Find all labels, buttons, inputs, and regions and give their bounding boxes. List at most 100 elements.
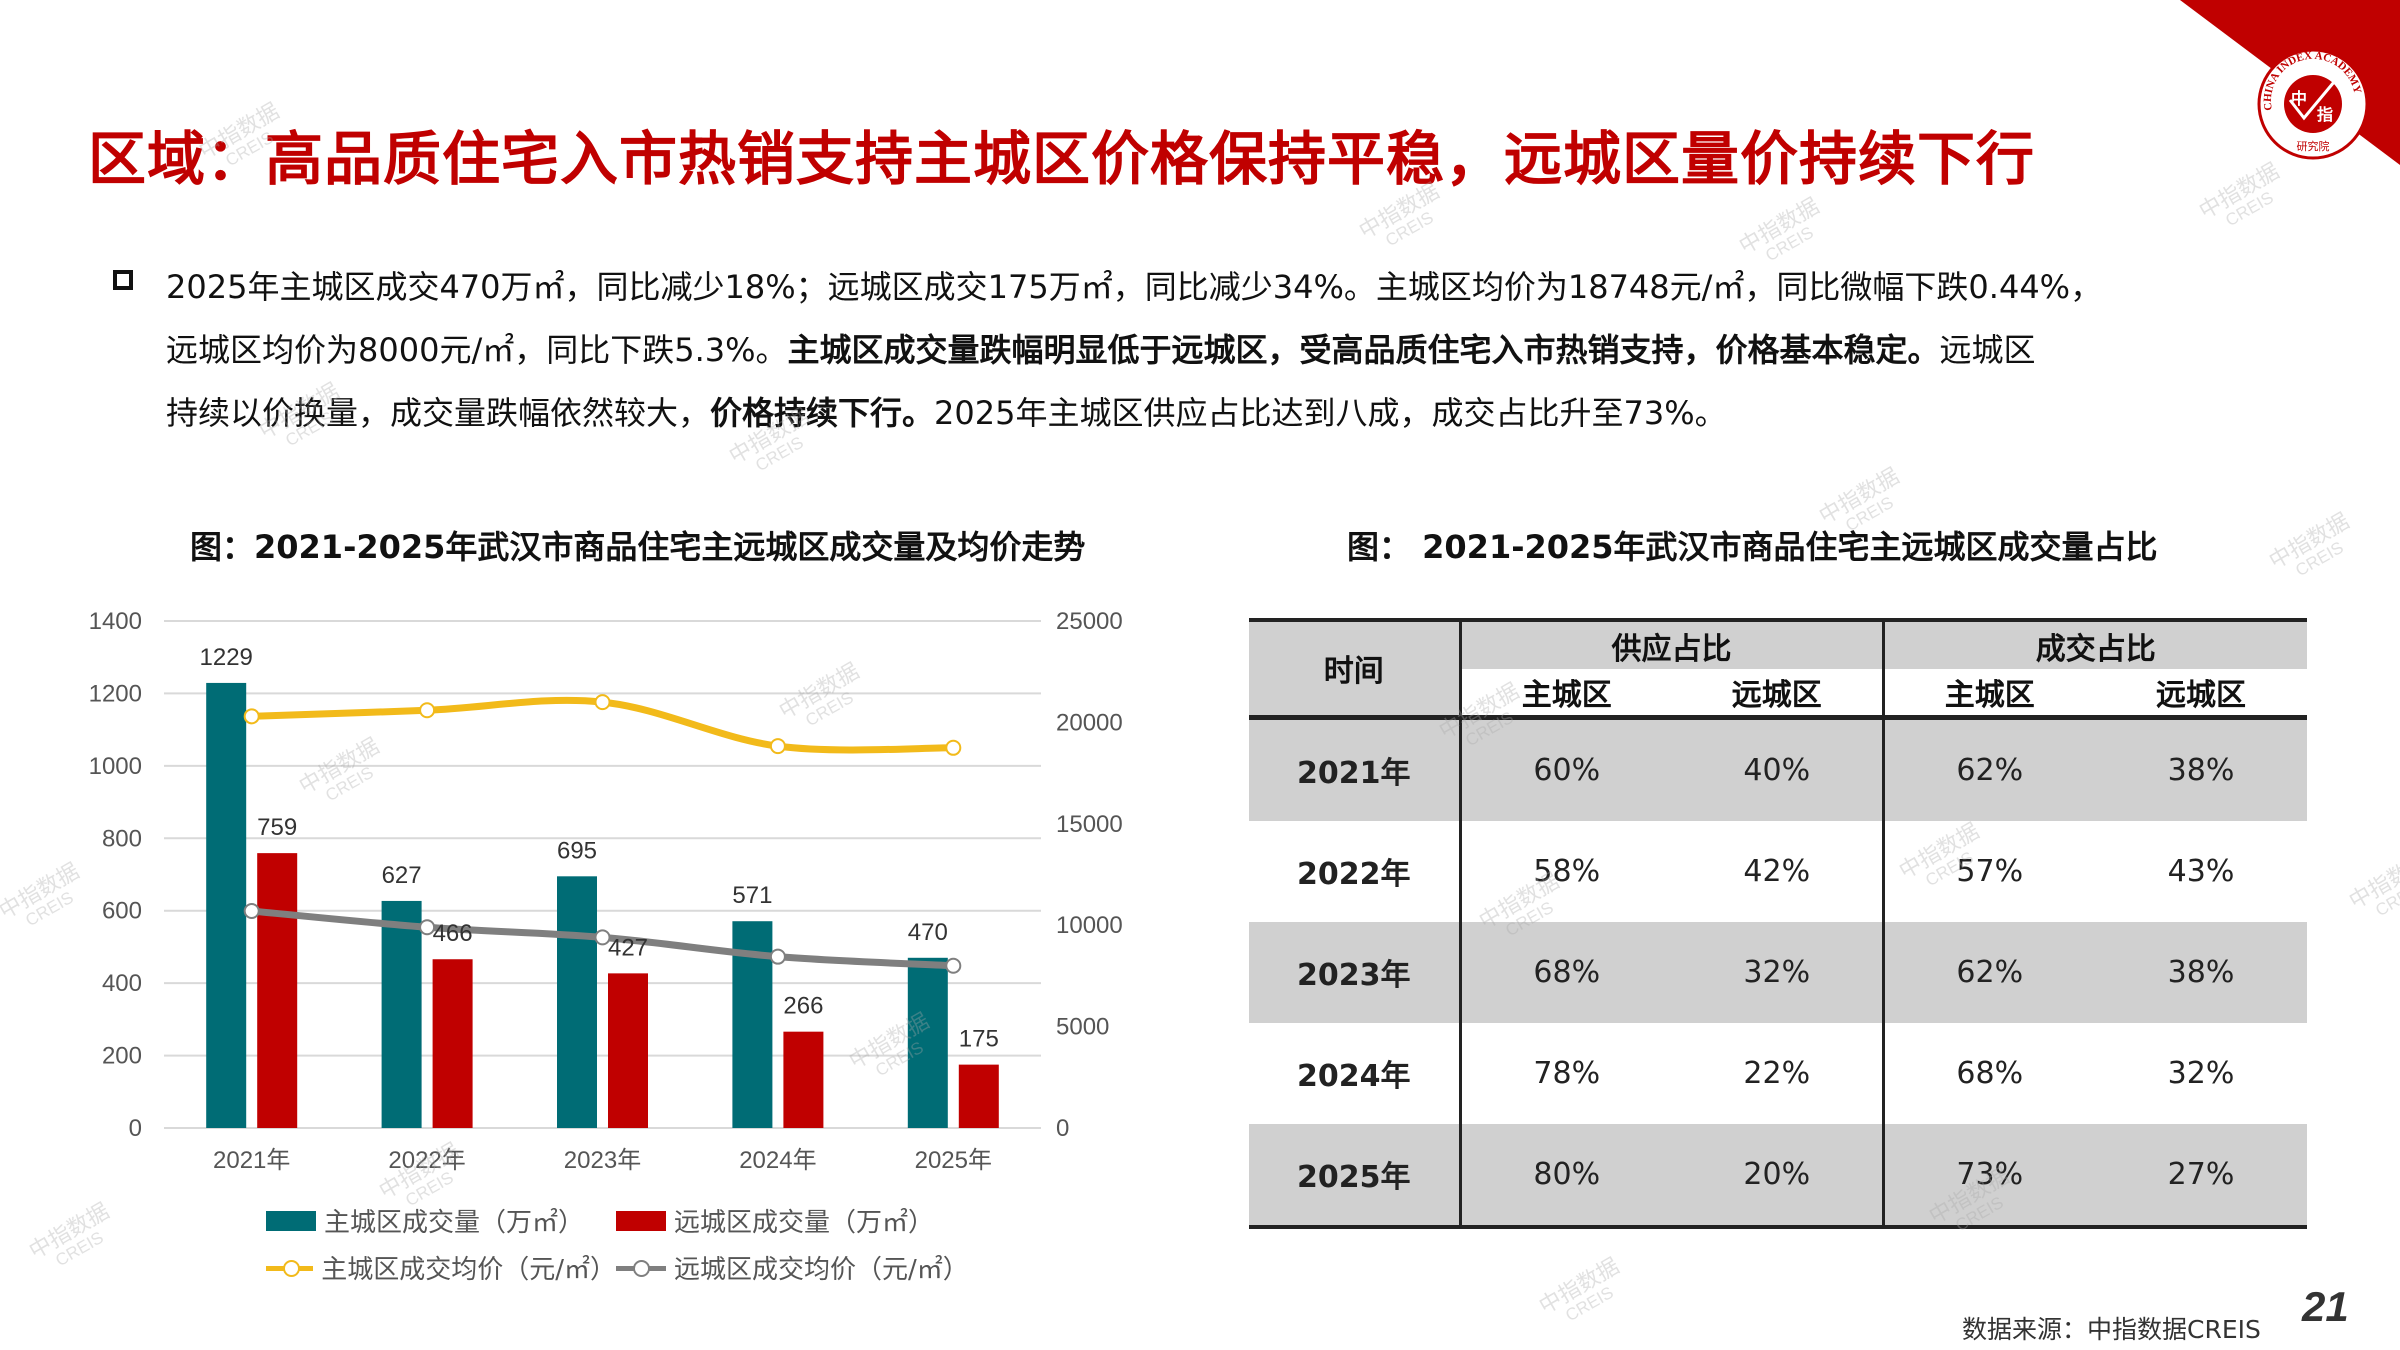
watermark-text: 中指数据 <box>2345 848 2400 915</box>
chart-title-volume-price: 图：2021-2025年武汉市商品住宅主远城区成交量及均价走势 <box>190 528 1086 566</box>
legend-item-main-price: 主城区成交均价（元/㎡） <box>266 1249 616 1286</box>
share-cell: 60% <box>1460 717 1672 821</box>
marker-main-price <box>243 708 260 725</box>
right-axis-tick-label: 10000 <box>1056 912 1123 939</box>
bar-remote-volume <box>257 853 298 1128</box>
data-label-main-volume: 470 <box>908 919 948 946</box>
page-title: 区域：高品质住宅入市热销支持主城区价格保持平稳，远城区量价持续下行 <box>88 125 2036 193</box>
watermark: 中指数据 CREIS <box>2265 508 2362 589</box>
right-axis-tick-label: 0 <box>1056 1115 1069 1142</box>
share-cell: 58% <box>1533 853 1601 889</box>
right-axis-tick-label: 20000 <box>1056 709 1123 736</box>
watermark-sub: CREIS <box>2372 877 2400 921</box>
right-axis-tick-label: 15000 <box>1056 811 1123 838</box>
bar-main-volume <box>381 900 422 1128</box>
bar-remote-volume <box>958 1064 999 1128</box>
bar-main-volume <box>206 682 247 1128</box>
subheader-remote: 远城区 <box>1672 669 1885 720</box>
x-axis-tick-label: 2022年 <box>388 1147 465 1174</box>
share-cell: 40% <box>1672 717 1885 821</box>
data-label-remote-volume: 427 <box>608 934 648 961</box>
watermark-text: 中指数据 <box>2195 158 2284 225</box>
x-axis-tick-label: 2023年 <box>564 1147 641 1174</box>
marker-remote-price <box>769 948 786 965</box>
share-cell: 73% <box>1883 1123 2095 1229</box>
legend-item-remote-volume: 远城区成交量（万㎡） <box>616 1202 934 1239</box>
watermark-text: 中指数据 <box>25 1198 114 1265</box>
left-axis-tick-label: 800 <box>102 825 142 852</box>
left-axis-tick-label: 1000 <box>89 753 142 780</box>
share-cell: 43% <box>2167 853 2235 889</box>
share-cell: 62% <box>1883 921 2095 1023</box>
chart-title-share: 图： 2021-2025年武汉市商品住宅主远城区成交量占比 <box>1347 528 2158 566</box>
watermark: 中指数据 CREIS <box>1535 1253 1632 1334</box>
bar-main-volume <box>907 957 948 1128</box>
data-label-main-volume: 1229 <box>200 644 253 671</box>
chart-legend: 主城区成交量（万㎡） 远城区成交量（万㎡） 主城区成交均价（元/㎡） 远城区成交… <box>266 1202 969 1286</box>
legend-swatch-red <box>616 1210 666 1231</box>
watermark-text: 中指数据 <box>2265 508 2354 575</box>
legend-label: 远城区成交均价（元/㎡） <box>674 1255 969 1285</box>
table-row: 2024年 78% 22% 68% 32% <box>1249 1022 2307 1124</box>
table-row: 2022年 58% 42% 57% 43% <box>1249 820 2307 922</box>
legend-item-remote-price: 远城区成交均价（元/㎡） <box>616 1249 969 1286</box>
marker-remote-price <box>594 929 611 946</box>
share-cell: 38% <box>2095 717 2307 821</box>
share-cell: 27% <box>2095 1123 2307 1229</box>
header-time: 时间 <box>1249 618 1462 720</box>
body-text: 2025年主城区成交470万㎡，同比减少18%；远城区成交175万㎡，同比减少3… <box>166 268 2103 306</box>
combo-chart: 0 200 400 600 800 1000 1200 1400 0 5000 10000 15000… <box>89 608 1123 1174</box>
table-row: 2025年 80% 20% 73% 27% <box>1249 1123 2307 1229</box>
watermark-text: 中指数据 <box>1535 1253 1624 1320</box>
body-text: 持续以价换量，成交量跌幅依然较大， <box>166 394 711 432</box>
share-cell: 20% <box>1672 1123 1885 1229</box>
data-label-remote-volume: 466 <box>433 920 473 947</box>
marker-remote-price <box>419 919 436 936</box>
year-cell: 2023年 <box>1249 921 1462 1023</box>
year-cell: 2021年 <box>1249 717 1462 821</box>
share-cell: 80% <box>1460 1123 1672 1229</box>
share-cell: 57% <box>1956 853 2024 889</box>
left-axis-tick-label: 600 <box>102 898 142 925</box>
year-cell: 2025年 <box>1249 1123 1462 1229</box>
marker-main-price <box>945 739 962 756</box>
body-text: 远城区均价为8000元/㎡，同比下跌5.3%。 <box>166 331 788 369</box>
body-text: 2025年主城区供应占比达到八成，成交占比升至73%。 <box>934 394 1727 432</box>
header-group-supply: 供应占比 <box>1460 618 1885 669</box>
share-cell: 68% <box>1956 1055 2024 1091</box>
share-cell: 32% <box>2167 1055 2235 1091</box>
bar-main-volume <box>557 876 597 1128</box>
body-line-2: 远城区均价为8000元/㎡，同比下跌5.3%。主城区成交量跌幅明显低于远城区，受… <box>166 325 2036 371</box>
header-group-deal: 成交占比 <box>1883 618 2307 669</box>
data-label-main-volume: 695 <box>557 837 597 864</box>
watermark-sub: CREIS <box>2222 187 2277 231</box>
table-row: 2023年 68% 32% 62% 38% <box>1249 921 2307 1023</box>
year-cell: 2024年 <box>1249 1022 1462 1124</box>
left-axis-tick-label: 400 <box>102 970 142 997</box>
bar-remote-volume <box>432 959 473 1128</box>
data-label-remote-volume: 759 <box>257 814 297 841</box>
watermark-sub: CREIS <box>2292 537 2347 581</box>
marker-remote-price <box>243 903 260 920</box>
watermark: 中指数据 CREIS <box>25 1198 122 1279</box>
left-axis-tick-label: 0 <box>129 1115 142 1142</box>
left-axis-tick-label: 1200 <box>89 680 142 707</box>
watermark-text: 中指数据 <box>1735 193 1824 260</box>
data-label-main-volume: 627 <box>382 862 422 889</box>
seal-bottom-text: 研究院 <box>2297 139 2330 153</box>
table-row: 2021年 60% 40% 62% 38% <box>1249 717 2307 821</box>
data-label-main-volume: 571 <box>732 882 772 909</box>
watermark-sub: CREIS <box>1382 207 1437 251</box>
share-table: 时间 供应占比 成交占比 主城区 远城区 主城区 远城区 2021年 60% 40%… <box>1249 618 2307 1229</box>
seal-check-mark <box>2288 81 2336 121</box>
watermark-text: 中指数据 <box>1815 463 1904 530</box>
share-cell: 62% <box>1883 717 2095 821</box>
share-cell: 22% <box>1672 1022 1885 1124</box>
brand-logo: CHINA INDEX ACADEMY 中 指 研究院 <box>2180 0 2400 165</box>
legend-swatch-teal <box>266 1210 316 1231</box>
body-line-3: 持续以价换量，成交量跌幅依然较大，价格持续下行。2025年主城区供应占比达到八成… <box>166 388 1727 434</box>
watermark-sub: CREIS <box>52 1227 107 1271</box>
data-label-remote-volume: 175 <box>959 1026 999 1053</box>
legend-label: 主城区成交量（万㎡） <box>324 1208 585 1238</box>
body-text-bold: 主城区成交量跌幅明显低于远城区，受高品质住宅入市热销支持，价格基本稳定。 <box>787 331 1940 369</box>
